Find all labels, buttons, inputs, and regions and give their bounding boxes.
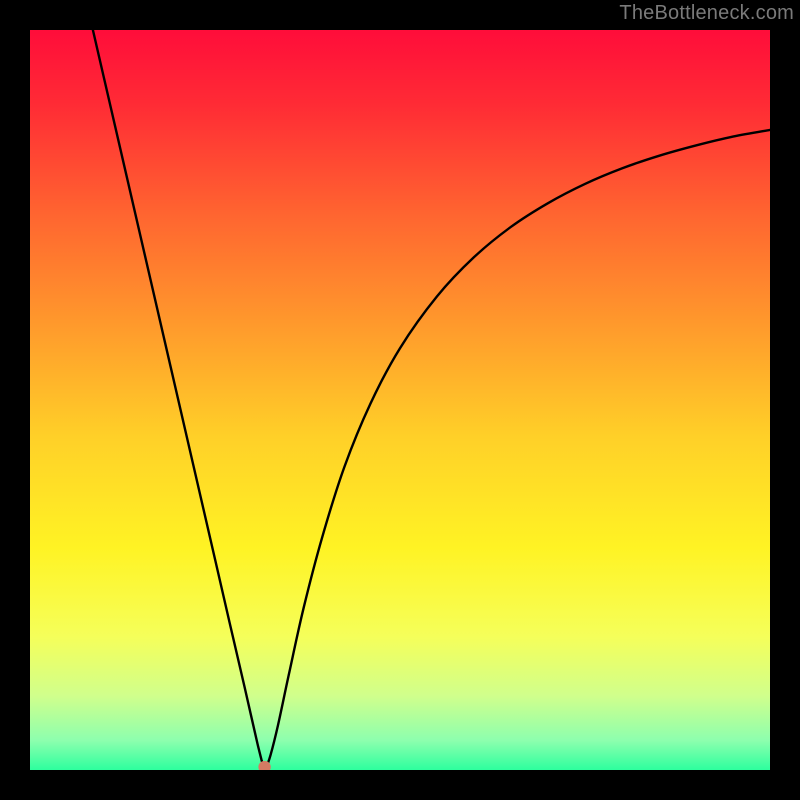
gradient-background [30,30,770,770]
watermark-text: TheBottleneck.com [619,2,794,25]
chart-frame: TheBottleneck.com [0,0,800,800]
chart-svg [30,30,770,770]
plot-area [30,30,770,770]
